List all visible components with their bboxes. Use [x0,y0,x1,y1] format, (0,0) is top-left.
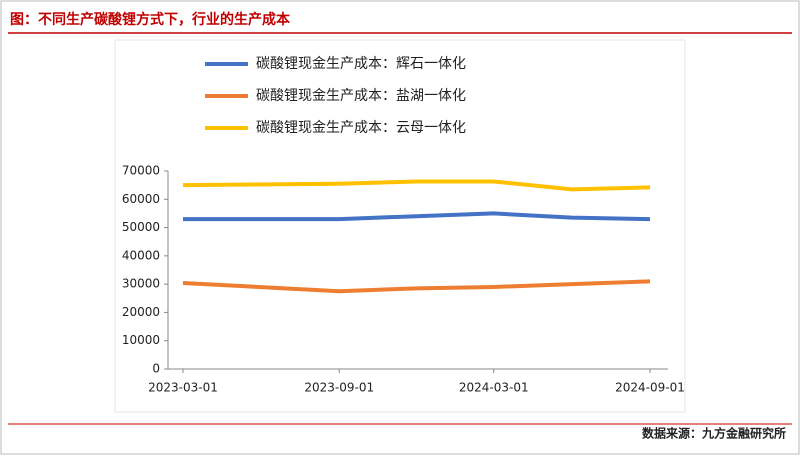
y-tick-label: 30000 [122,277,160,291]
chart-area [114,39,686,413]
y-tick-label: 10000 [122,333,160,347]
legend-label: 碳酸锂现金生产成本：盐湖一体化 [256,88,466,104]
y-tick-label: 60000 [122,192,160,206]
legend-label: 碳酸锂现金生产成本：云母一体化 [256,120,466,136]
x-tick-label: 2023-09-01 [304,381,374,395]
plot: 0 10000 20000 30000 40000 50000 60000 70000 2023… [122,56,685,395]
series-line [183,211,651,222]
x-tick-label: 2024-03-01 [459,381,529,395]
y-tick-label: 20000 [122,305,160,319]
title: 图：不同生产碳酸锂方式下，行业的生产成本 [10,11,291,28]
y-tick-label: 70000 [122,164,160,178]
series-line [182,179,651,192]
y-tick-label: 50000 [122,220,160,234]
source: 数据来源：九方金融研究所 [642,426,786,441]
x-tick-label: 2023-03-01 [148,381,218,395]
y-tick-label: 40000 [122,248,160,262]
y-tick-label: 0 [152,362,160,376]
x-tick-label: 2024-09-01 [615,381,685,395]
legend-label: 碳酸锂现金生产成本：辉石一体化 [256,56,466,72]
series-line [182,279,651,294]
